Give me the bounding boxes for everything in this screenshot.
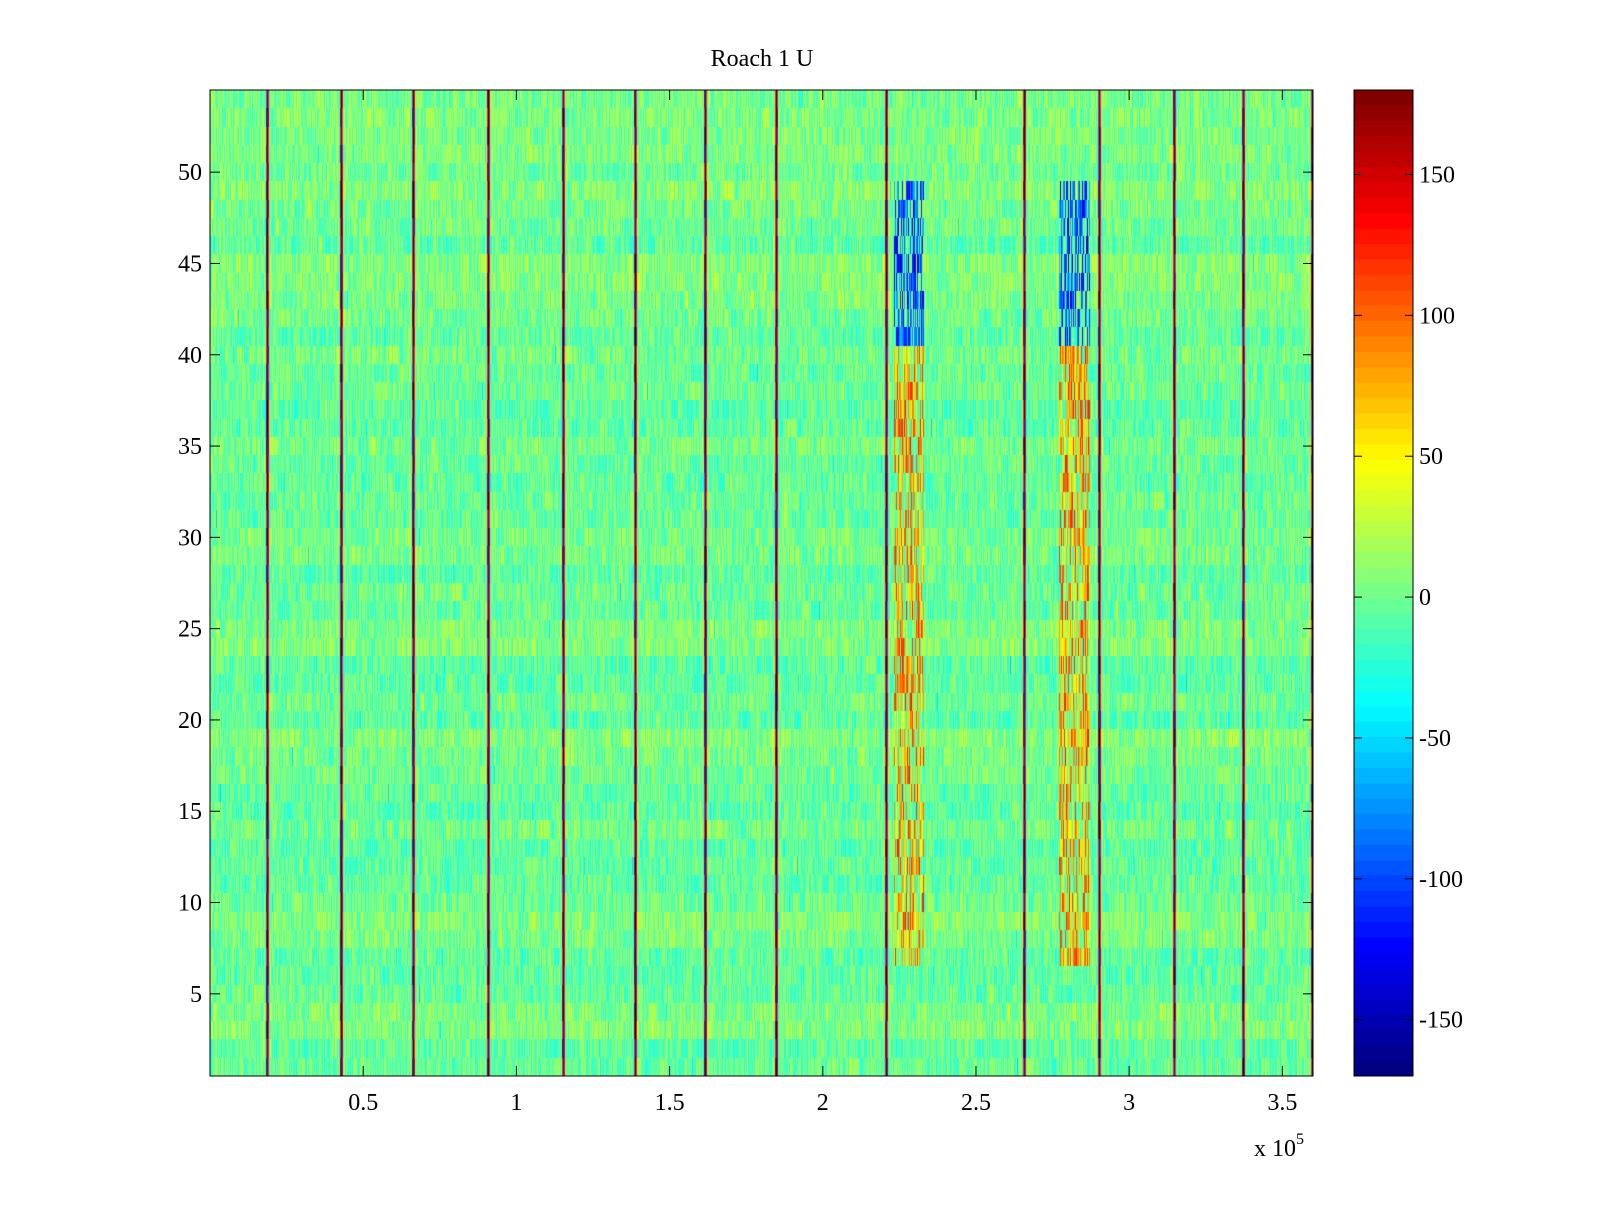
colorbar-tick-label: 100: [1419, 303, 1455, 329]
y-tick-label: 25: [178, 617, 202, 643]
colorbar: 150 100 50 0 -50 -100 -150: [1353, 89, 1463, 1077]
x-tick-label: 0.5: [348, 1090, 378, 1116]
x-tick-label: 2: [817, 1090, 829, 1116]
chart-title: Roach 1 U: [711, 46, 814, 72]
colorbar-tick-label: -100: [1419, 867, 1463, 893]
y-axis: 5 10 15 20 25 30 35 40 45 50: [178, 160, 1313, 1008]
colorbar-tick-label: 150: [1419, 163, 1455, 189]
x-tick-label: 3: [1123, 1090, 1135, 1116]
x-axis-multiplier: x 105: [1254, 1131, 1304, 1162]
x-tick-label: 1.5: [655, 1090, 685, 1116]
x-tick-label: 2.5: [961, 1090, 991, 1116]
colorbar-gradient: [1354, 90, 1413, 1076]
x-axis-multiplier-base: x 10: [1254, 1136, 1296, 1162]
colorbar-axis: 150 100 50 0 -50 -100 -150: [1354, 163, 1463, 1034]
y-tick-label: 35: [178, 434, 202, 460]
y-tick-label: 50: [178, 160, 202, 186]
y-tick-label: 30: [178, 525, 202, 551]
heatmap-cells: [210, 90, 1313, 1076]
heatmap-plot: [210, 90, 1313, 1076]
x-tick-label: 3.5: [1267, 1090, 1297, 1116]
colorbar-tick-label: -150: [1419, 1008, 1463, 1034]
colorbar-tick-label: 0: [1419, 585, 1431, 611]
x-axis-multiplier-exponent: 5: [1296, 1131, 1304, 1148]
y-tick-label: 10: [178, 891, 202, 917]
plot-area-frame: [209, 89, 1314, 1077]
y-tick-label: 15: [178, 799, 202, 825]
x-axis: 0.5 1 1.5 2 2.5 3 3.5: [348, 90, 1297, 1116]
y-tick-label: 45: [178, 251, 202, 277]
colorbar-frame: [1353, 89, 1414, 1077]
x-tick-label: 1: [510, 1090, 522, 1116]
colorbar-tick-label: 50: [1419, 444, 1443, 470]
y-tick-label: 5: [190, 982, 202, 1008]
y-tick-label: 20: [178, 708, 202, 734]
y-tick-label: 40: [178, 343, 202, 369]
colorbar-tick-label: -50: [1419, 726, 1451, 752]
